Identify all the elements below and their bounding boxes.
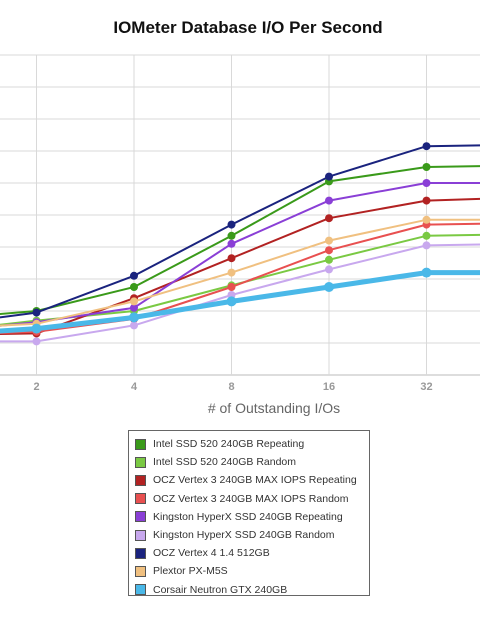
data-point (130, 321, 138, 330)
data-point (325, 246, 333, 255)
series-4 (0, 220, 480, 336)
data-point (227, 283, 236, 291)
line-chart: 2 4 8 16 32 # of Outstanding I/Os (0, 54, 480, 416)
data-point (129, 312, 139, 323)
chart-title: IOMeter Database I/O Per Second (113, 18, 383, 37)
legend-item: Intel SSD 520 240GB Random (135, 453, 369, 471)
x-tick-label: 8 (228, 381, 234, 393)
legend-item: Kingston HyperX SSD 240GB Random (135, 526, 369, 544)
x-tick-label: 32 (420, 381, 432, 393)
legend-swatch (135, 565, 146, 577)
x-axis-title: # of Outstanding I/Os (208, 400, 340, 416)
data-point (325, 172, 333, 181)
data-point (227, 231, 236, 240)
legend-label: OCZ Vertex 3 240GB MAX IOPS Repeating (153, 474, 357, 487)
legend-label: OCZ Vertex 4 1.4 512GB (153, 547, 270, 560)
data-point (227, 254, 236, 263)
x-tick-label: 16 (323, 381, 335, 393)
legend-swatch (135, 456, 146, 468)
series-7 (0, 142, 480, 319)
legend-swatch (135, 511, 146, 523)
legend-item: Kingston HyperX SSD 240GB Repeating (135, 508, 369, 526)
data-point (227, 220, 236, 229)
legend-label: Kingston HyperX SSD 240GB Random (153, 529, 335, 542)
data-point (130, 303, 138, 312)
legend-swatch (135, 547, 146, 559)
data-point (227, 268, 236, 277)
x-tick-label: 2 (33, 381, 39, 393)
data-point (31, 323, 42, 334)
legend-label: Intel SSD 520 240GB Repeating (153, 438, 305, 451)
legend-swatch (135, 529, 146, 541)
data-point (325, 214, 333, 223)
legend: Intel SSD 520 240GB Repeating Intel SSD 5… (128, 430, 370, 596)
data-point (422, 163, 431, 171)
legend-label: OCZ Vertex 3 240GB MAX IOPS Random (153, 492, 349, 505)
x-tick-labels: 2 4 8 16 32 (33, 381, 432, 393)
data-point (422, 215, 431, 224)
legend-item: Intel SSD 520 240GB Repeating (135, 435, 369, 453)
x-tick-label: 4 (131, 381, 138, 393)
legend-item: OCZ Vertex 4 1.4 512GB (135, 544, 369, 562)
data-point (325, 236, 333, 245)
data-point (325, 265, 333, 274)
data-point (32, 337, 41, 346)
data-point (422, 179, 431, 187)
data-point (422, 241, 431, 250)
series-6 (0, 241, 480, 346)
legend-item: Plextor PX-M5S (135, 562, 369, 580)
series-line (0, 197, 480, 335)
legend-swatch (135, 474, 146, 486)
data-point (227, 239, 236, 248)
legend-item: Corsair Neutron GTX 240GB (135, 581, 369, 599)
data-point (325, 196, 333, 205)
series-line (0, 270, 480, 334)
legend-label: Corsair Neutron GTX 240GB (153, 583, 288, 596)
legend-label: Intel SSD 520 240GB Random (153, 456, 297, 469)
data-point (421, 267, 432, 278)
data-point (226, 296, 237, 307)
legend-label: Kingston HyperX SSD 240GB Repeating (153, 510, 343, 523)
legend-label: Plextor PX-M5S (153, 565, 228, 578)
series-layer (0, 142, 480, 346)
series-line (0, 165, 480, 315)
data-point (32, 308, 41, 317)
series-line (0, 182, 480, 327)
data-point (130, 297, 138, 306)
data-point (422, 196, 431, 205)
series-9 (0, 267, 480, 334)
data-point (130, 283, 138, 291)
legend-swatch (135, 584, 146, 596)
data-point (325, 255, 333, 264)
legend-swatch (135, 438, 146, 450)
data-point (422, 231, 431, 240)
data-point (324, 282, 334, 292)
data-point (422, 142, 431, 151)
legend-item: OCZ Vertex 3 240GB MAX IOPS Repeating (135, 471, 369, 489)
legend-item: OCZ Vertex 3 240GB MAX IOPS Random (135, 490, 369, 508)
series-8 (0, 215, 480, 328)
legend-swatch (135, 493, 146, 505)
data-point (130, 271, 138, 280)
